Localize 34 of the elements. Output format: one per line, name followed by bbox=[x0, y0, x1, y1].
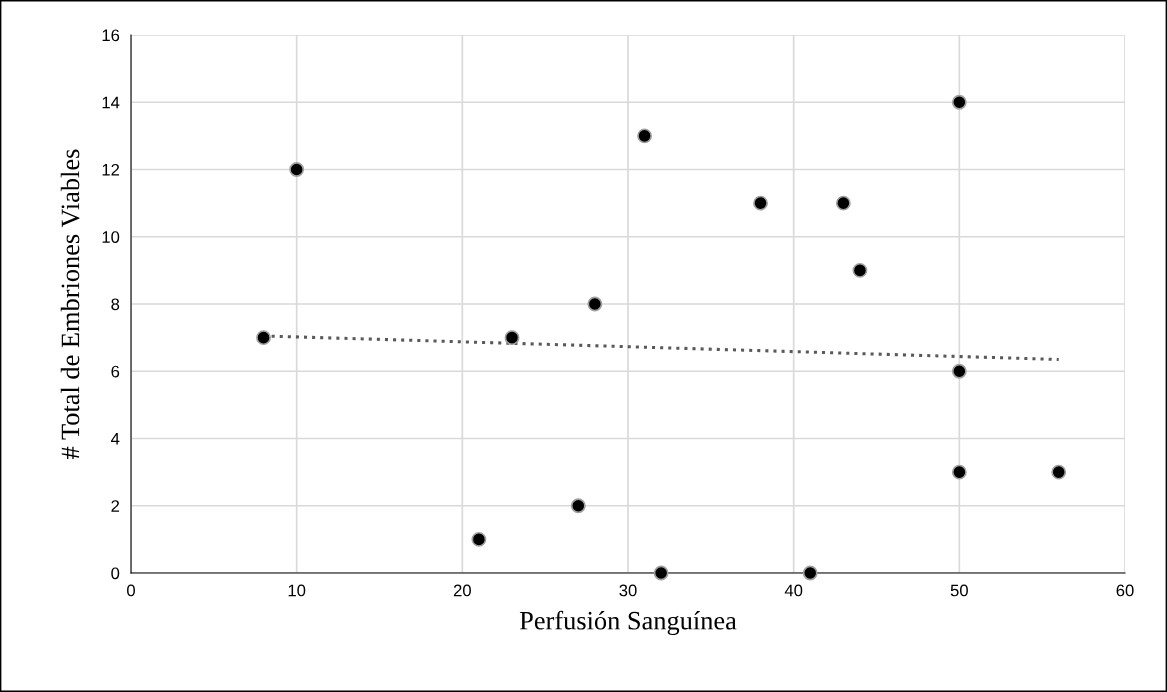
point bbox=[753, 195, 768, 211]
y-tick-label: 8 bbox=[111, 298, 120, 311]
point bbox=[570, 498, 586, 514]
y-tick-label: 6 bbox=[111, 365, 120, 378]
point bbox=[587, 296, 603, 312]
point bbox=[951, 94, 967, 110]
y-tick-label: 2 bbox=[111, 500, 120, 512]
point bbox=[951, 464, 967, 480]
x-tick-label: 10 bbox=[288, 584, 306, 597]
point bbox=[289, 162, 305, 177]
x-tick-label: 20 bbox=[453, 584, 471, 597]
point bbox=[852, 262, 868, 278]
point bbox=[637, 128, 652, 144]
y-tick-label: 0 bbox=[111, 567, 120, 580]
y-tick-label: 4 bbox=[111, 433, 120, 445]
point bbox=[951, 363, 967, 379]
point bbox=[1051, 464, 1067, 480]
y-axis-title: # Total de Embriones Viables bbox=[60, 149, 80, 459]
x-axis-title: Perfusión Sanguínea bbox=[519, 610, 737, 636]
point bbox=[802, 565, 818, 581]
point bbox=[504, 330, 520, 346]
y-tick-label: 12 bbox=[102, 163, 120, 176]
x-tick-label: 0 bbox=[127, 584, 135, 597]
point bbox=[653, 565, 669, 581]
x-tick-label: 30 bbox=[619, 584, 637, 597]
point bbox=[835, 195, 851, 211]
y-tick-label: 10 bbox=[102, 231, 120, 243]
x-tick-label: 60 bbox=[1116, 584, 1134, 597]
point bbox=[256, 330, 271, 346]
y-tick-label: 14 bbox=[102, 96, 120, 109]
point bbox=[471, 531, 487, 547]
x-tick-label: 40 bbox=[784, 584, 803, 597]
x-tick-label: 50 bbox=[950, 584, 968, 597]
y-tick-label: 16 bbox=[102, 29, 120, 42]
